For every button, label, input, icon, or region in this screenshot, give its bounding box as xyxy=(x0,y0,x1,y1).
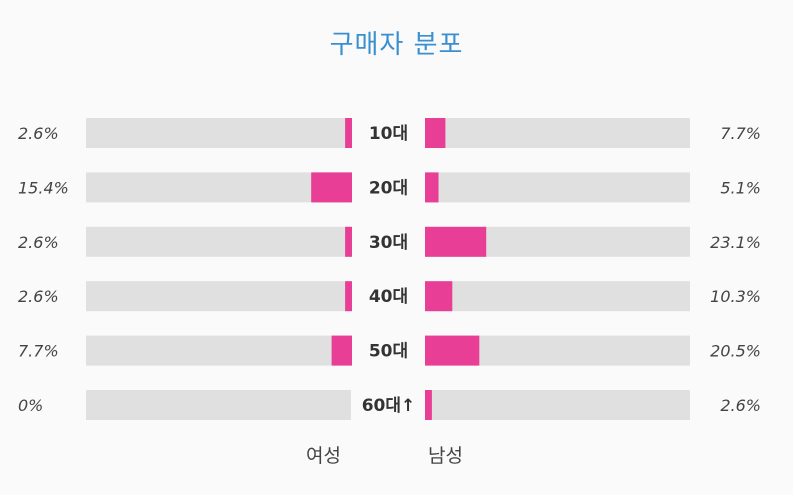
female-value-label: 2.6% xyxy=(18,124,59,143)
male-value-label: 20.5% xyxy=(710,342,761,361)
male-value-label: 5.1% xyxy=(720,178,761,197)
male-track xyxy=(425,281,690,312)
female-track xyxy=(86,390,351,420)
age-label: 60대↑ xyxy=(362,396,416,416)
female-bar xyxy=(345,118,352,148)
age-label: 50대 xyxy=(369,342,408,362)
legend-female: 여성 xyxy=(306,445,341,467)
male-track xyxy=(425,390,690,420)
male-bar xyxy=(425,335,480,366)
female-bar xyxy=(345,281,352,312)
age-label: 10대 xyxy=(369,124,408,144)
female-value-label: 15.4% xyxy=(18,178,69,197)
male-value-label: 10.3% xyxy=(710,287,761,306)
male-value-label: 7.7% xyxy=(720,124,761,143)
male-track xyxy=(425,172,690,203)
female-track xyxy=(86,118,351,148)
female-bar xyxy=(331,335,352,366)
male-bar xyxy=(425,226,487,257)
age-label: 20대 xyxy=(369,178,408,198)
female-value-label: 0% xyxy=(18,396,43,415)
female-track xyxy=(86,226,351,257)
female-value-label: 2.6% xyxy=(18,287,59,306)
female-value-label: 2.6% xyxy=(18,233,59,252)
male-bar xyxy=(425,390,432,420)
male-bar xyxy=(425,118,446,148)
female-track xyxy=(86,281,351,312)
female-track xyxy=(86,172,351,203)
male-bar xyxy=(425,281,453,312)
chart-title: 구매자 분포 xyxy=(329,30,464,60)
male-value-label: 23.1% xyxy=(710,233,761,252)
female-track xyxy=(86,335,351,366)
female-value-label: 7.7% xyxy=(18,342,59,361)
legend-male: 남성 xyxy=(428,445,463,467)
male-bar xyxy=(425,172,439,203)
age-label: 40대 xyxy=(369,287,408,307)
age-label: 30대 xyxy=(369,233,408,253)
female-bar xyxy=(311,172,352,203)
male-track xyxy=(425,118,690,148)
male-value-label: 2.6% xyxy=(720,396,761,415)
female-bar xyxy=(345,226,352,257)
